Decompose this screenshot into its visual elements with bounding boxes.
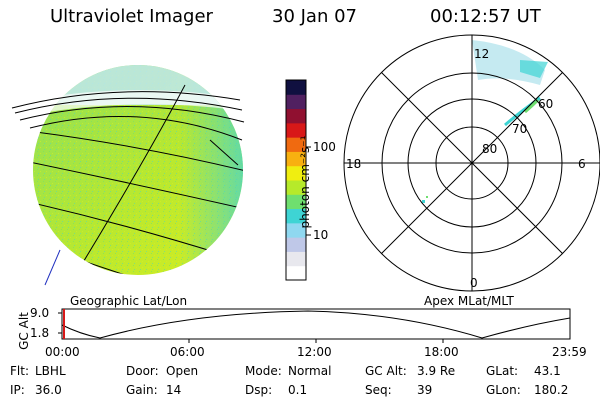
observation-date: 30 Jan 07 [272, 6, 357, 27]
lat-label-70: 70 [512, 122, 528, 136]
info-gain-value: 14 [166, 383, 182, 397]
timeline-xtick-1200: 12:00 [297, 345, 332, 359]
info-flt-value: LBHL [35, 364, 66, 378]
info-door-label: Door: [126, 364, 159, 378]
info-glon-label: GLon: [486, 383, 521, 397]
timeline-xtick-0600: 06:00 [170, 345, 205, 359]
mlt-label-0: 0 [470, 276, 478, 290]
info-flt-label: Flt: [10, 364, 29, 378]
left-panel-caption: Geographic Lat/Lon [70, 294, 188, 308]
colorbar-band [286, 151, 306, 167]
colorbar-tick-label-100: 100 [313, 140, 336, 154]
info-glat-value: 43.1 [534, 364, 561, 378]
lat-label-60: 60 [538, 97, 554, 111]
info-ip-value: 36.0 [35, 383, 62, 397]
timeline-ylabel: GC Alt [17, 312, 31, 350]
info-glon-value: 180.2 [534, 383, 569, 397]
info-mode-label: Mode: [245, 364, 282, 378]
colorbar-band [286, 137, 306, 152]
colorbar-band [286, 194, 306, 210]
polar-plot [343, 34, 600, 292]
timeline-ytick-9: 9.0 [30, 306, 50, 320]
lat-label-80: 80 [482, 142, 498, 156]
info-dsp-value: 0.1 [288, 383, 308, 397]
colorbar-band [286, 165, 306, 181]
colorbar-band [286, 251, 306, 267]
info-seq-label: Seq: [365, 383, 392, 397]
colorbar-band [286, 237, 306, 252]
info-gcalt-value: 3.9 Re [417, 364, 456, 378]
timeline-ytick-1-8: 1.8 [30, 326, 50, 340]
colorbar-band [286, 94, 306, 110]
timeline-xtick-0000: 00:00 [45, 345, 80, 359]
mlt-label-12: 12 [474, 47, 490, 61]
colorbar-band [286, 108, 306, 124]
app-title: Ultraviolet Imager [50, 6, 213, 27]
info-seq-value: 39 [417, 383, 433, 397]
earth-disk-image [11, 65, 245, 286]
altitude-timeline [58, 308, 571, 343]
colorbar-frame [285, 79, 307, 281]
colorbar-band [286, 208, 306, 224]
timeline-xtick-1800: 18:00 [424, 345, 459, 359]
observation-time: 00:12:57 UT [430, 6, 541, 27]
timeline-xtick-2359: 23:59 [552, 345, 587, 359]
info-glat-label: GLat: [486, 364, 519, 378]
colorbar [286, 80, 306, 281]
info-ip-label: IP: [10, 383, 25, 397]
info-door-value: Open [166, 364, 199, 378]
colorbar-band [286, 180, 306, 195]
info-gcalt-label: GC Alt: [365, 364, 407, 378]
mlt-label-6: 6 [578, 157, 586, 171]
info-gain-label: Gain: [126, 383, 158, 397]
colorbar-label: photon cm⁻²s⁻¹ [298, 135, 312, 229]
colorbar-band [286, 265, 306, 281]
colorbar-band [286, 80, 306, 95]
info-mode-value: Normal [288, 364, 332, 378]
colorbar-tick-label-10: 10 [313, 228, 329, 242]
mlt-label-18: 18 [346, 157, 362, 171]
info-dsp-label: Dsp: [245, 383, 273, 397]
colorbar-band [286, 122, 306, 138]
colorbar-band [286, 222, 306, 238]
right-panel-caption: Apex MLat/MLT [424, 294, 514, 308]
